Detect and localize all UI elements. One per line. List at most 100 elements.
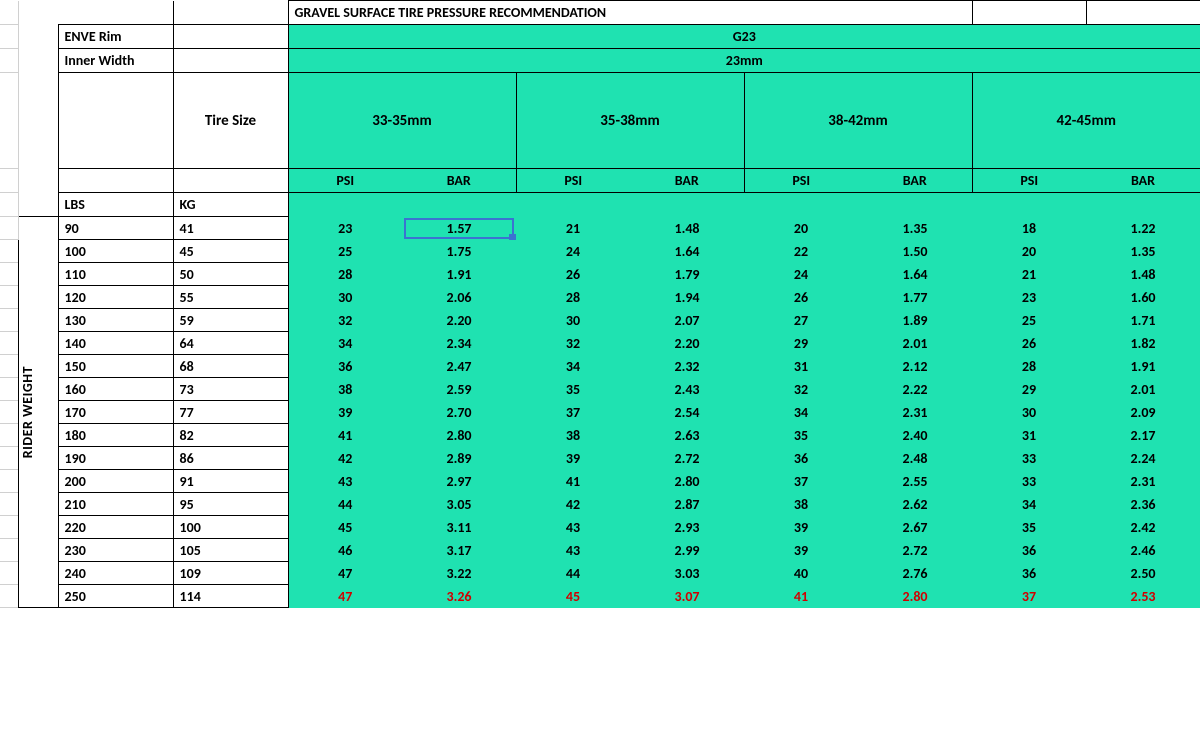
spreadsheet-table[interactable]: GRAVEL SURFACE TIRE PRESSURE RECOMMENDAT… (0, 0, 1200, 608)
value-cell[interactable]: 1.77 (858, 286, 972, 309)
value-cell[interactable]: 2.17 (1086, 424, 1200, 447)
lbs-cell[interactable]: 210 (58, 493, 173, 516)
value-cell[interactable]: 2.47 (402, 355, 516, 378)
value-cell[interactable]: 43 (516, 516, 630, 539)
value-cell[interactable]: 2.34 (402, 332, 516, 355)
value-cell[interactable]: 1.22 (1086, 217, 1200, 240)
value-cell[interactable]: 1.91 (402, 263, 516, 286)
value-cell[interactable]: 38 (288, 378, 402, 401)
value-cell[interactable]: 2.72 (630, 447, 744, 470)
value-cell[interactable]: 26 (744, 286, 858, 309)
value-cell[interactable]: 2.70 (402, 401, 516, 424)
value-cell[interactable]: 20 (744, 217, 858, 240)
value-cell[interactable]: 41 (288, 424, 402, 447)
value-cell[interactable]: 1.60 (1086, 286, 1200, 309)
value-cell[interactable]: 43 (288, 470, 402, 493)
row-header[interactable] (0, 309, 18, 332)
row-header[interactable] (0, 424, 18, 447)
value-cell[interactable]: 2.80 (402, 424, 516, 447)
lbs-cell[interactable]: 180 (58, 424, 173, 447)
kg-cell[interactable]: 41 (173, 217, 288, 240)
value-cell[interactable]: 45 (288, 516, 402, 539)
value-cell[interactable]: 44 (516, 562, 630, 585)
kg-cell[interactable]: 50 (173, 263, 288, 286)
value-cell[interactable]: 2.62 (858, 493, 972, 516)
value-cell[interactable]: 32 (516, 332, 630, 355)
lbs-cell[interactable]: 230 (58, 539, 173, 562)
value-cell[interactable]: 39 (516, 447, 630, 470)
value-cell[interactable]: 3.11 (402, 516, 516, 539)
value-cell[interactable]: 2.36 (1086, 493, 1200, 516)
value-cell[interactable]: 31 (744, 355, 858, 378)
value-cell[interactable]: 2.67 (858, 516, 972, 539)
kg-cell[interactable]: 55 (173, 286, 288, 309)
value-cell[interactable]: 1.64 (630, 240, 744, 263)
lbs-cell[interactable]: 120 (58, 286, 173, 309)
value-cell[interactable]: 1.75 (402, 240, 516, 263)
value-cell[interactable]: 47 (288, 585, 402, 608)
kg-cell[interactable]: 59 (173, 309, 288, 332)
value-cell[interactable]: 2.54 (630, 401, 744, 424)
value-cell[interactable]: 38 (516, 424, 630, 447)
value-cell[interactable]: 30 (972, 401, 1086, 424)
value-cell[interactable]: 25 (288, 240, 402, 263)
value-cell[interactable]: 2.76 (858, 562, 972, 585)
row-header[interactable] (0, 401, 18, 424)
lbs-cell[interactable]: 100 (58, 240, 173, 263)
value-cell[interactable]: 2.99 (630, 539, 744, 562)
row-header[interactable] (0, 470, 18, 493)
value-cell[interactable]: 2.43 (630, 378, 744, 401)
lbs-cell[interactable]: 90 (58, 217, 173, 240)
value-cell[interactable]: 3.22 (402, 562, 516, 585)
value-cell[interactable]: 2.32 (630, 355, 744, 378)
value-cell[interactable]: 36 (972, 539, 1086, 562)
value-cell[interactable]: 2.01 (858, 332, 972, 355)
value-cell[interactable]: 1.48 (630, 217, 744, 240)
value-cell[interactable]: 37 (972, 585, 1086, 608)
value-cell[interactable]: 2.59 (402, 378, 516, 401)
value-cell[interactable]: 2.31 (1086, 470, 1200, 493)
row-header[interactable] (0, 378, 18, 401)
value-cell[interactable]: 46 (288, 539, 402, 562)
value-cell[interactable]: 3.17 (402, 539, 516, 562)
value-cell[interactable]: 34 (972, 493, 1086, 516)
value-cell[interactable]: 1.91 (1086, 355, 1200, 378)
kg-cell[interactable]: 73 (173, 378, 288, 401)
value-cell[interactable]: 2.20 (630, 332, 744, 355)
value-cell[interactable]: 3.05 (402, 493, 516, 516)
value-cell[interactable]: 2.09 (1086, 401, 1200, 424)
value-cell[interactable]: 24 (744, 263, 858, 286)
value-cell[interactable]: 35 (516, 378, 630, 401)
value-cell[interactable]: 30 (288, 286, 402, 309)
value-cell[interactable]: 47 (288, 562, 402, 585)
value-cell[interactable]: 1.35 (858, 217, 972, 240)
row-header[interactable] (0, 217, 18, 240)
row-header[interactable] (0, 562, 18, 585)
value-cell[interactable]: 41 (744, 585, 858, 608)
value-cell[interactable]: 2.20 (402, 309, 516, 332)
value-cell[interactable]: 2.07 (630, 309, 744, 332)
kg-cell[interactable]: 68 (173, 355, 288, 378)
value-cell[interactable]: 1.57 (402, 217, 516, 240)
value-cell[interactable]: 2.63 (630, 424, 744, 447)
value-cell[interactable]: 1.71 (1086, 309, 1200, 332)
kg-cell[interactable]: 95 (173, 493, 288, 516)
value-cell[interactable]: 1.94 (630, 286, 744, 309)
value-cell[interactable]: 29 (972, 378, 1086, 401)
row-header[interactable] (0, 1, 18, 25)
value-cell[interactable]: 1.35 (1086, 240, 1200, 263)
value-cell[interactable]: 42 (516, 493, 630, 516)
value-cell[interactable]: 44 (288, 493, 402, 516)
value-cell[interactable]: 2.06 (402, 286, 516, 309)
value-cell[interactable]: 21 (972, 263, 1086, 286)
value-cell[interactable]: 2.87 (630, 493, 744, 516)
value-cell[interactable]: 1.48 (1086, 263, 1200, 286)
value-cell[interactable]: 20 (972, 240, 1086, 263)
value-cell[interactable]: 2.46 (1086, 539, 1200, 562)
value-cell[interactable]: 2.93 (630, 516, 744, 539)
value-cell[interactable]: 2.31 (858, 401, 972, 424)
row-header[interactable] (0, 493, 18, 516)
value-cell[interactable]: 35 (744, 424, 858, 447)
value-cell[interactable]: 25 (972, 309, 1086, 332)
row-header[interactable] (0, 25, 18, 49)
